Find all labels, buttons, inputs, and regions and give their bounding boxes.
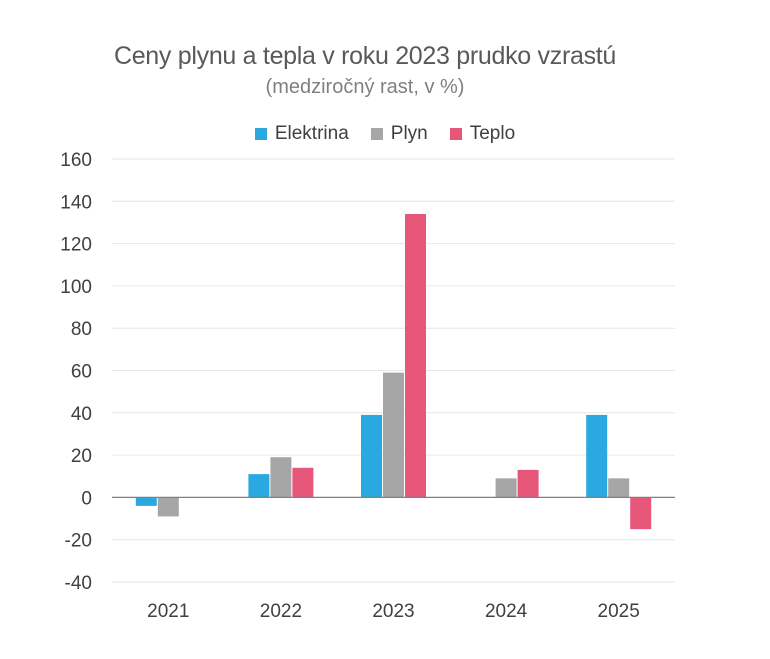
legend-swatch-elektrina (254, 128, 267, 140)
x-tick-label-2023: 2023 (372, 601, 414, 622)
legend-label-teplo: Teplo (469, 123, 516, 144)
y-tick-label: 100 (60, 277, 92, 298)
bar-teplo-2022 (292, 467, 314, 498)
chart-subtitle: (medziročný rast, v %) (265, 76, 465, 98)
legend: Elektrina Plyn Teplo (0, 123, 770, 145)
y-tick-label: -20 (65, 531, 92, 552)
bar-plyn-2022 (270, 457, 292, 498)
x-tick-label-2021: 2021 (147, 601, 189, 622)
y-tick-label: 160 (60, 150, 92, 171)
y-tick-label: 60 (71, 362, 92, 383)
bar-plyn-2024 (495, 478, 517, 498)
x-tick-label-2022: 2022 (260, 601, 302, 622)
bar-plyn-2025 (608, 478, 630, 498)
bar-elektrina-2023 (361, 414, 382, 498)
bar-teplo-2025 (630, 497, 652, 530)
bars (135, 213, 652, 530)
legend-swatch-plyn (370, 128, 383, 140)
legend-swatch-teplo (449, 128, 462, 140)
bar-plyn-2023 (383, 372, 404, 498)
bar-teplo-2023 (405, 213, 426, 498)
bar-plyn-2021 (157, 497, 179, 517)
x-tick-label-2024: 2024 (485, 601, 528, 622)
y-tick-label: 120 (60, 235, 92, 256)
legend-item-elektrina: Elektrina (254, 123, 349, 145)
grid-layer (112, 158, 675, 583)
x-tick-label-2025: 2025 (598, 601, 640, 622)
chart-title: Ceny plynu a tepla v roku 2023 prudko vz… (113, 42, 617, 70)
y-tick-label: 80 (71, 319, 92, 340)
bar-elektrina-2025 (586, 414, 608, 498)
y-tick-label: 0 (81, 488, 92, 509)
legend-label-elektrina: Elektrina (274, 123, 349, 144)
legend-item-plyn: Plyn (370, 123, 428, 145)
x-axis-tick-labels: 2021 2022 2023 2024 2025 (147, 601, 640, 622)
legend-label-plyn: Plyn (390, 123, 428, 144)
bar-elektrina-2022 (248, 474, 270, 498)
y-tick-label: 140 (60, 192, 92, 213)
y-tick-label: 40 (71, 404, 92, 425)
y-tick-label: 20 (71, 446, 92, 467)
legend-item-teplo: Teplo (449, 123, 516, 145)
bar-teplo-2024 (517, 469, 539, 498)
bar-elektrina-2021 (135, 497, 157, 506)
y-tick-label: -40 (65, 573, 92, 594)
y-axis-tick-labels: -40 -20 0 20 40 60 80 100 120 140 160 (60, 150, 92, 594)
